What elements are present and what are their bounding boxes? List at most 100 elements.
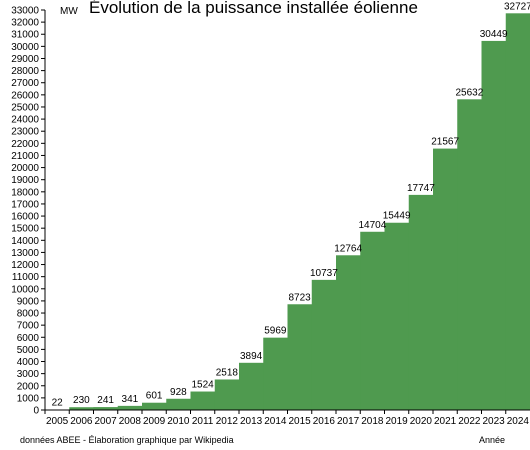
y-tick-label: 12000 bbox=[11, 260, 39, 271]
data-label: 601 bbox=[146, 391, 163, 402]
x-tick-label: 2017 bbox=[337, 416, 360, 427]
area-step bbox=[336, 255, 361, 410]
area-step bbox=[457, 99, 482, 411]
x-tick-label: 2024 bbox=[507, 416, 530, 427]
data-label: 21567 bbox=[431, 137, 459, 148]
data-label: 5969 bbox=[264, 326, 287, 337]
x-axis-label: Année bbox=[479, 435, 505, 445]
area-step bbox=[239, 362, 264, 410]
area-step bbox=[214, 379, 240, 410]
area-step bbox=[166, 398, 191, 410]
y-tick-label: 32000 bbox=[11, 18, 39, 29]
y-tick-label: 0 bbox=[33, 406, 39, 417]
y-tick-label: 5000 bbox=[17, 345, 40, 356]
x-tick-label: 2013 bbox=[240, 416, 263, 427]
y-tick-label: 8000 bbox=[17, 309, 40, 320]
data-label: 230 bbox=[73, 395, 90, 406]
y-tick-label: 2000 bbox=[17, 381, 40, 392]
data-label: 8723 bbox=[289, 292, 312, 303]
x-tick-label: 2015 bbox=[289, 416, 312, 427]
y-tick-label: 30000 bbox=[11, 42, 39, 53]
area-step bbox=[311, 279, 337, 410]
x-tick-label: 2012 bbox=[216, 416, 239, 427]
y-tick-label: 14000 bbox=[11, 236, 39, 247]
y-axis-unit: MW bbox=[60, 6, 78, 17]
x-axis-ticks: 2005 2006 2007 2008 2009 2010 2011 2012 2013 2014… bbox=[44, 410, 530, 427]
area-step bbox=[360, 231, 385, 410]
y-tick-label: 18000 bbox=[11, 187, 39, 198]
area-step bbox=[142, 402, 167, 410]
y-tick-label: 26000 bbox=[11, 90, 39, 101]
data-label: 17747 bbox=[407, 183, 435, 194]
data-label: 928 bbox=[170, 387, 187, 398]
data-label: 14704 bbox=[358, 220, 386, 231]
y-tick-label: 21000 bbox=[11, 151, 39, 162]
y-tick-label: 13000 bbox=[11, 248, 39, 259]
x-tick-label: 2009 bbox=[143, 416, 166, 427]
area-step bbox=[263, 337, 288, 410]
data-label: 241 bbox=[97, 395, 114, 406]
area-step bbox=[505, 13, 530, 411]
area-step bbox=[117, 405, 143, 410]
plot-area bbox=[44, 10, 530, 411]
area-step bbox=[93, 407, 119, 410]
area-step bbox=[408, 194, 434, 410]
y-tick-label: 9000 bbox=[17, 296, 40, 307]
x-tick-label: 2018 bbox=[361, 416, 384, 427]
y-tick-label: 31000 bbox=[11, 30, 39, 41]
y-tick-label: 28000 bbox=[11, 66, 39, 77]
x-tick-label: 2014 bbox=[264, 416, 287, 427]
y-tick-label: 1000 bbox=[17, 393, 40, 404]
data-label: 3894 bbox=[240, 351, 263, 362]
x-tick-label: 2023 bbox=[483, 416, 506, 427]
data-label: 22 bbox=[52, 398, 64, 409]
data-label: 15449 bbox=[383, 211, 411, 222]
y-tick-label: 27000 bbox=[11, 78, 39, 89]
x-tick-label: 2008 bbox=[119, 416, 142, 427]
x-tick-label: 2005 bbox=[46, 416, 69, 427]
y-tick-label: 19000 bbox=[11, 175, 39, 186]
x-tick-label: 2006 bbox=[70, 416, 93, 427]
area-step bbox=[69, 407, 94, 410]
x-tick-label: 2016 bbox=[313, 416, 336, 427]
y-tick-label: 23000 bbox=[11, 127, 39, 138]
y-tick-label: 3000 bbox=[17, 369, 40, 380]
y-tick-label: 6000 bbox=[17, 333, 40, 344]
y-tick-label: 33000 bbox=[11, 6, 39, 17]
chart-title: Évolution de la puissance installée éoli… bbox=[89, 0, 418, 17]
source-credit: données ABEE - Élaboration graphique par… bbox=[20, 435, 234, 445]
data-label: 10737 bbox=[310, 268, 338, 279]
data-label: 341 bbox=[122, 394, 139, 405]
x-tick-label: 2020 bbox=[410, 416, 433, 427]
y-tick-label: 4000 bbox=[17, 357, 40, 368]
area-step bbox=[190, 391, 216, 410]
area-step bbox=[481, 40, 507, 411]
data-label: 1524 bbox=[192, 380, 215, 391]
y-tick-label: 25000 bbox=[11, 102, 39, 113]
data-label: 30449 bbox=[480, 29, 508, 40]
x-tick-label: 2021 bbox=[434, 416, 457, 427]
x-tick-label: 2011 bbox=[192, 416, 214, 427]
area-step bbox=[433, 148, 458, 410]
data-label: 25632 bbox=[455, 87, 483, 98]
area-step bbox=[384, 222, 410, 410]
y-tick-label: 22000 bbox=[11, 139, 39, 150]
y-tick-label: 17000 bbox=[11, 199, 39, 210]
x-tick-label: 2007 bbox=[95, 416, 118, 427]
x-tick-label: 2019 bbox=[386, 416, 409, 427]
y-tick-label: 15000 bbox=[11, 224, 39, 235]
y-tick-label: 24000 bbox=[11, 115, 39, 126]
y-tick-label: 29000 bbox=[11, 54, 39, 65]
data-label: 2518 bbox=[216, 367, 239, 378]
x-tick-label: 2010 bbox=[167, 416, 190, 427]
data-label: 32727 bbox=[504, 1, 530, 12]
data-label: 12764 bbox=[334, 243, 362, 254]
y-tick-label: 16000 bbox=[11, 212, 39, 223]
y-tick-label: 20000 bbox=[11, 163, 39, 174]
y-tick-label: 7000 bbox=[17, 321, 40, 332]
x-tick-label: 2022 bbox=[458, 416, 481, 427]
y-tick-label: 10000 bbox=[11, 284, 39, 295]
